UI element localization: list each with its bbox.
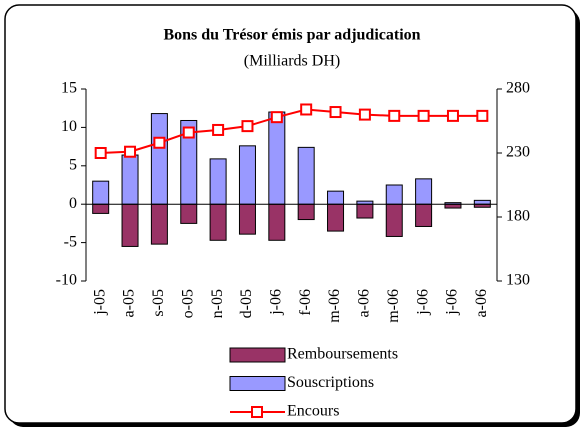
bar	[327, 190, 345, 205]
legend-swatch	[229, 376, 286, 391]
x-tick-label: n-05	[209, 289, 226, 318]
x-tick-label: m-06	[385, 289, 402, 323]
bar	[297, 203, 315, 221]
frame	[4, 4, 577, 424]
y-tick-label: 15	[61, 80, 77, 97]
legend-label: Remboursements	[287, 346, 398, 363]
y-tick-label: -10	[56, 272, 77, 289]
marker	[212, 123, 225, 136]
bar	[150, 203, 168, 245]
x-tick-label: o-05	[179, 289, 196, 318]
x-tick-label: s-05	[150, 289, 167, 317]
x-tick-label: j-06	[414, 289, 431, 316]
y-tick-label: -5	[64, 233, 77, 250]
bar	[268, 203, 286, 241]
marker	[270, 111, 283, 124]
y2-tick-label: 230	[506, 144, 530, 161]
x-tick-label: j-06	[267, 289, 284, 316]
bar	[444, 203, 462, 209]
bar	[121, 203, 139, 247]
marker	[241, 120, 254, 133]
bar	[92, 180, 110, 205]
bar	[327, 203, 345, 232]
bar	[356, 203, 374, 219]
legend-marker	[251, 406, 263, 418]
marker	[124, 145, 137, 158]
marker	[182, 126, 195, 139]
bar	[209, 203, 227, 241]
bar	[121, 154, 139, 205]
marker	[329, 106, 342, 119]
marker	[388, 109, 401, 122]
y2-tick-label: 130	[506, 272, 530, 289]
x-tick-label: f-06	[297, 289, 314, 316]
chart-subtitle: (Milliards DH)	[244, 53, 340, 70]
x-tick-label: d-05	[238, 289, 255, 318]
legend-label: Souscriptions	[287, 374, 374, 391]
y-tick-label: 5	[69, 156, 77, 173]
bar	[268, 111, 286, 205]
y2-tick-label: 280	[506, 80, 530, 97]
bar	[92, 203, 110, 214]
bar	[415, 178, 433, 205]
chart-title: Bons du Trésor émis par adjudication	[163, 27, 420, 44]
bar	[415, 203, 433, 227]
bar	[385, 203, 403, 237]
marker	[153, 136, 166, 149]
bar	[385, 184, 403, 205]
x-tick-label: a-06	[473, 289, 490, 317]
y-tick-label: 0	[69, 195, 77, 212]
legend-label: Encours	[287, 403, 339, 420]
bar	[238, 145, 256, 205]
marker	[476, 109, 489, 122]
y2-tick-label: 180	[506, 208, 530, 225]
legend-swatch	[229, 347, 286, 363]
x-tick-label: j-05	[91, 289, 108, 316]
marker	[94, 147, 107, 159]
bar	[209, 158, 227, 205]
x-tick-label: a-05	[121, 289, 138, 317]
x-tick-label: j-06	[444, 289, 461, 316]
marker	[300, 103, 313, 116]
y-tick-label: 10	[61, 118, 77, 135]
bar	[238, 203, 256, 235]
x-tick-label: a-06	[356, 289, 373, 317]
bar	[473, 199, 491, 205]
bar	[180, 203, 198, 224]
marker	[417, 109, 430, 122]
marker	[446, 109, 459, 122]
bar	[150, 113, 168, 205]
marker	[358, 108, 371, 121]
x-tick-label: m-06	[326, 289, 343, 323]
bar	[297, 146, 315, 205]
